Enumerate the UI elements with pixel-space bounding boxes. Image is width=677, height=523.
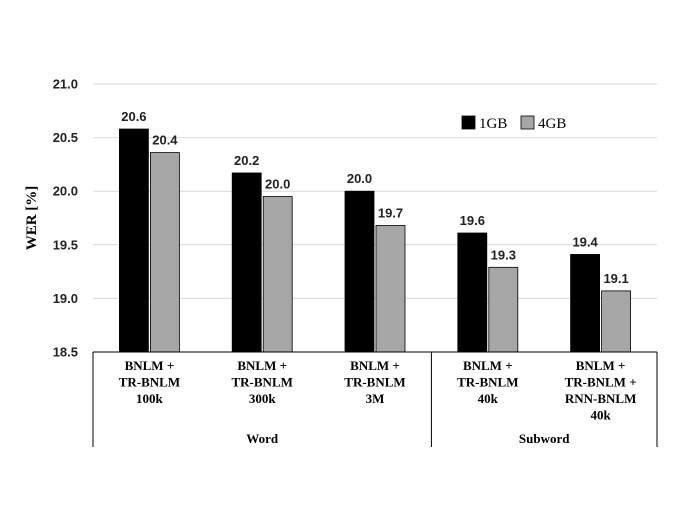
y-tick-label: 19.5 [53, 237, 78, 252]
data-labels: 20.6 20.2 20.0 19.6 19.4 20.4 20.0 19.7 19.3 19.1 [121, 109, 629, 286]
data-label: 19.7 [378, 206, 403, 221]
x-category-label: RNN-BNLM [565, 391, 637, 406]
x-category-label: 3M [366, 391, 385, 406]
legend: 1GB 4GB [461, 115, 566, 132]
x-category-label: TR-BNLM [119, 375, 180, 390]
x-category-label: TR-BNLM [232, 375, 293, 390]
y-tick-label: 21.0 [53, 77, 78, 92]
data-label: 20.0 [265, 177, 290, 192]
x-category-label: 300k [249, 391, 277, 406]
data-label: 19.1 [603, 271, 628, 286]
x-category-label: 40k [590, 408, 611, 423]
x-category-label: TR-BNLM + [565, 375, 637, 390]
y-tick-label: 19.0 [53, 291, 78, 306]
bar-4gb [149, 152, 180, 353]
group-label: Subword [519, 431, 570, 446]
bars [119, 128, 631, 353]
y-axis-ticks: 18.5 19.0 19.5 20.0 20.5 21.0 [53, 77, 78, 360]
y-tick-label: 20.5 [53, 130, 78, 145]
bar-4gb [262, 196, 293, 353]
bar-1gb [570, 254, 600, 353]
data-label: 20.2 [234, 153, 259, 168]
bar-4gb [488, 266, 519, 353]
data-label: 19.6 [460, 213, 485, 228]
x-category-label: TR-BNLM [344, 375, 405, 390]
x-category-label: BNLM + [350, 358, 400, 373]
data-label: 20.0 [347, 171, 372, 186]
data-label: 19.4 [572, 234, 598, 249]
x-category-label: 40k [478, 391, 499, 406]
legend-label: 4GB [538, 116, 566, 132]
legend-label: 1GB [479, 116, 507, 132]
x-category-label: BNLM + [237, 358, 287, 373]
data-label: 20.6 [121, 109, 146, 124]
group-label: Word [246, 431, 279, 446]
x-category-label: TR-BNLM [457, 375, 518, 390]
bar-1gb [231, 172, 262, 353]
bar-4gb [375, 225, 406, 353]
data-label: 20.4 [152, 133, 178, 148]
data-label: 19.3 [491, 247, 516, 262]
y-tick-label: 18.5 [53, 345, 78, 360]
x-category-label: BNLM + [125, 358, 175, 373]
bar-1gb [457, 232, 488, 353]
legend-swatch [461, 115, 476, 130]
bar-4gb [601, 290, 631, 353]
bar-1gb [119, 128, 149, 353]
x-category-label: BNLM + [463, 358, 513, 373]
gridlines [93, 83, 657, 299]
legend-swatch [520, 115, 535, 130]
y-axis-label: WER [%] [24, 186, 40, 251]
bar-1gb [344, 190, 375, 353]
x-category-label: 100k [136, 391, 164, 406]
y-tick-label: 20.0 [53, 184, 78, 199]
x-category-label: BNLM + [576, 358, 626, 373]
